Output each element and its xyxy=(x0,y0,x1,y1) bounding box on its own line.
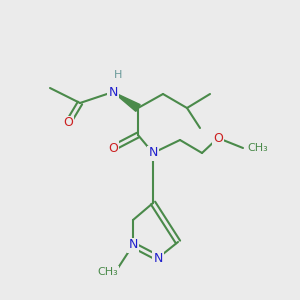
Text: H: H xyxy=(114,70,122,80)
Text: CH₃: CH₃ xyxy=(98,267,118,277)
Text: N: N xyxy=(148,146,158,160)
Text: O: O xyxy=(63,116,73,130)
Text: O: O xyxy=(108,142,118,154)
Text: N: N xyxy=(153,251,163,265)
Text: N: N xyxy=(128,238,138,251)
Text: O: O xyxy=(213,131,223,145)
Text: N: N xyxy=(108,85,118,98)
Polygon shape xyxy=(113,92,140,111)
Text: CH₃: CH₃ xyxy=(248,143,268,153)
